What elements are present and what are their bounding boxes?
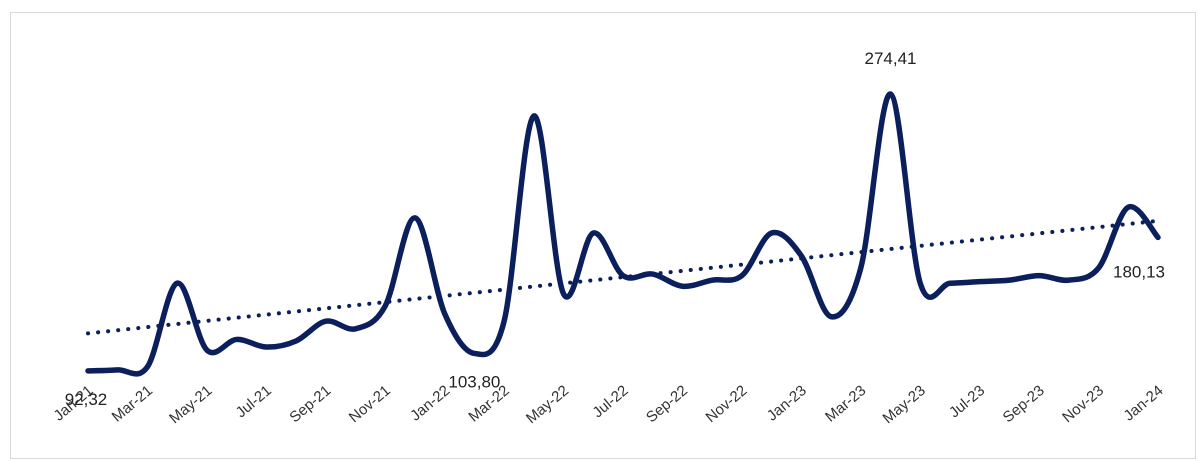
x-tick-label: Jan-24 bbox=[1121, 382, 1167, 425]
x-axis-tick-labels: Jan-21 Mar-21 May-21 Jul-21 Sep-21 Nov-21 Jan-… bbox=[51, 382, 1167, 427]
x-tick-label: Sep-22 bbox=[643, 382, 691, 426]
series-line-0 bbox=[85, 91, 1161, 377]
x-tick-label: Jan-23 bbox=[764, 382, 810, 425]
x-tick-label: Sep-23 bbox=[1000, 382, 1048, 426]
x-tick-label: May-23 bbox=[880, 382, 929, 427]
x-tick-label: Jul-21 bbox=[233, 382, 275, 421]
x-tick-label: Nov-22 bbox=[702, 382, 750, 426]
x-tick-label: Sep-21 bbox=[286, 382, 334, 426]
x-tick-label: May-22 bbox=[523, 382, 572, 427]
x-tick-label: Jul-23 bbox=[946, 382, 988, 421]
x-tick-label: Mar-23 bbox=[822, 382, 869, 426]
data-label: 103,80 bbox=[448, 372, 500, 391]
x-tick-label: Jan-22 bbox=[407, 382, 453, 425]
data-label-layer: 92,32 103,80 274,41 180,13 bbox=[65, 49, 1165, 409]
x-tick-label: Nov-23 bbox=[1059, 382, 1107, 426]
x-tick-label: May-21 bbox=[166, 382, 215, 427]
series-layer bbox=[85, 91, 1161, 377]
x-tick-label: Jul-22 bbox=[589, 382, 631, 421]
x-tick-label: Mar-21 bbox=[109, 382, 156, 426]
data-label: 180,13 bbox=[1113, 262, 1165, 281]
x-tick-label: Nov-21 bbox=[346, 382, 394, 426]
chart-frame bbox=[10, 12, 1196, 459]
data-label: 92,32 bbox=[65, 390, 108, 409]
data-label: 274,41 bbox=[865, 49, 917, 68]
